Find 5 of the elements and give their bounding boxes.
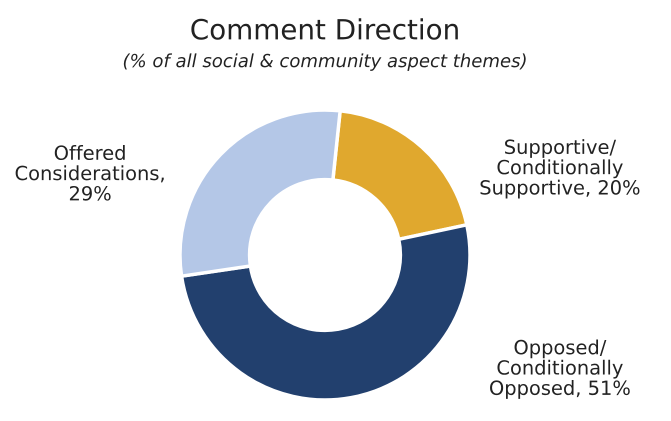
- slice-label: Opposed/ Conditionally Opposed, 51%: [490, 339, 630, 399]
- chart-title: Comment Direction: [191, 18, 458, 40]
- chart-subtitle: (% of all social & community aspect themes): [124, 53, 526, 71]
- slice-label: Offered Considerations, 29%: [16, 145, 164, 201]
- slice-label: Supportive/ Conditionally Supportive, 20%: [480, 139, 640, 198]
